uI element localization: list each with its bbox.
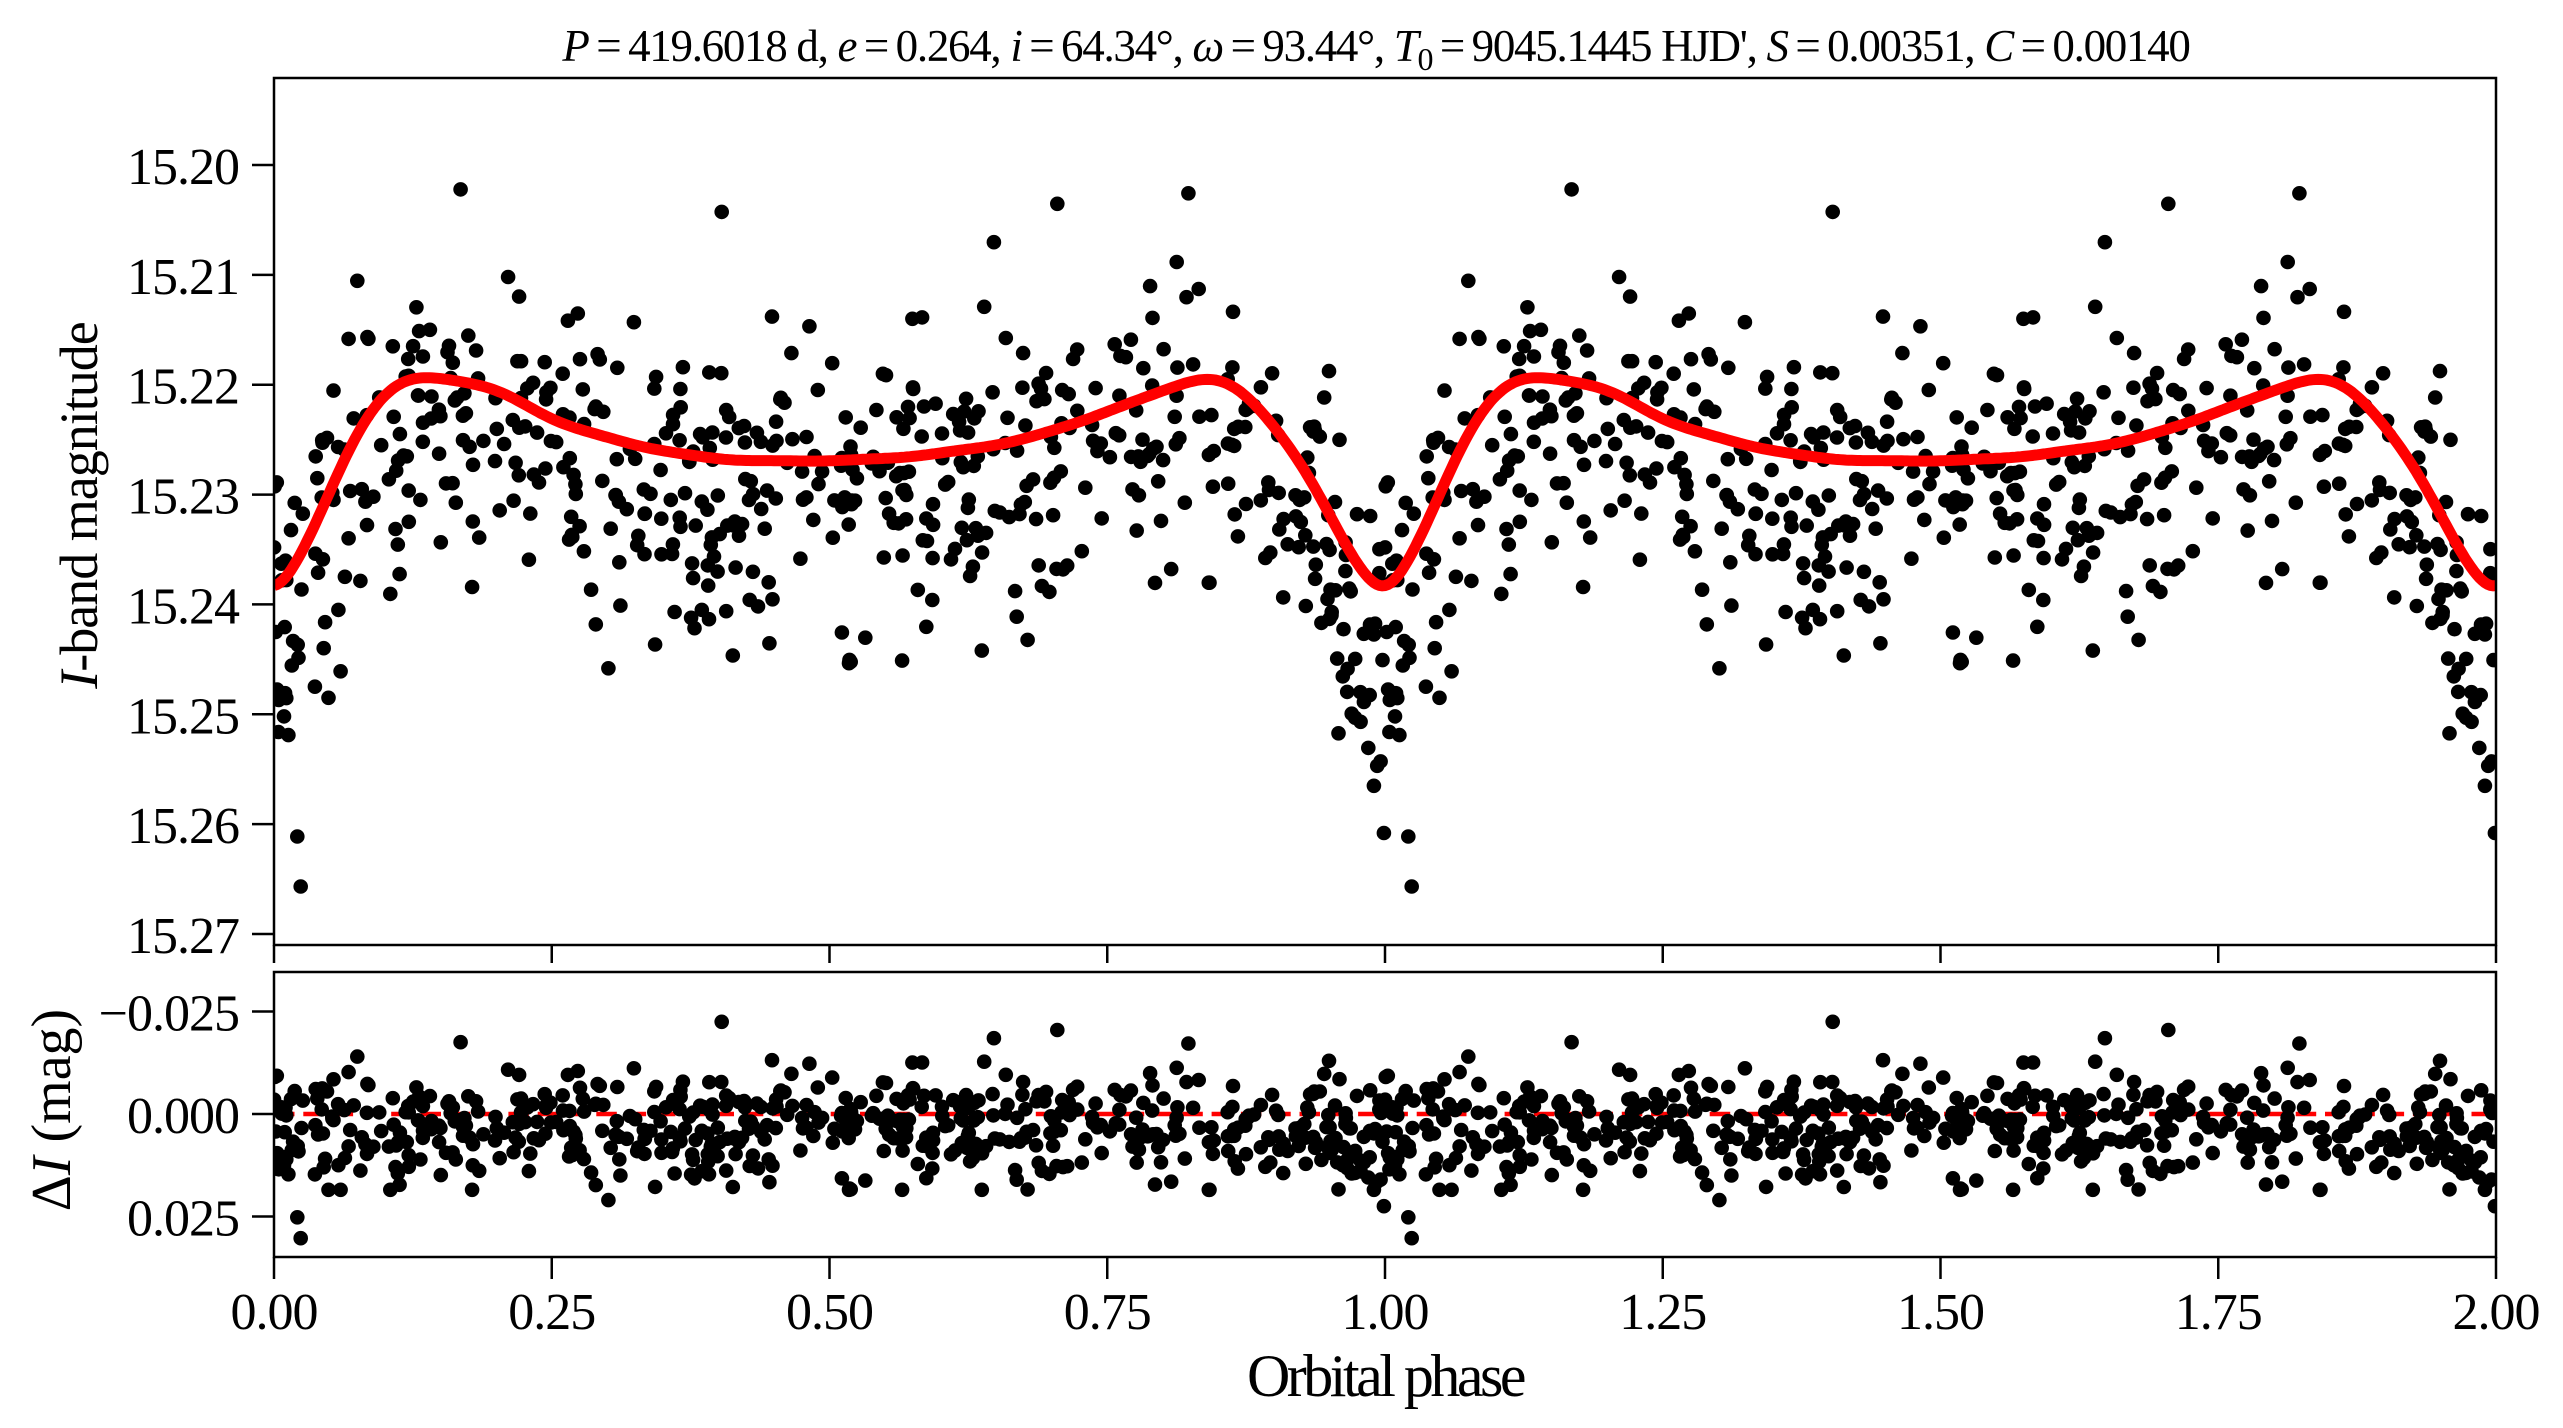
svg-text:15.23: 15.23	[127, 469, 239, 526]
svg-text:0.000: 0.000	[127, 1088, 239, 1145]
svg-text:1.50: 1.50	[1897, 1284, 1984, 1341]
svg-text:1.00: 1.00	[1342, 1284, 1429, 1341]
svg-text:15.26: 15.26	[127, 798, 239, 855]
svg-text:0.025: 0.025	[127, 1191, 239, 1248]
svg-text:15.20: 15.20	[127, 139, 239, 196]
svg-text:P = 419.6018 d, e = 0.264, i =: P = 419.6018 d, e = 0.264, i = 64.34°, ω…	[561, 21, 2189, 77]
svg-text:2.00: 2.00	[2453, 1284, 2540, 1341]
svg-text:I-band magnitude: I-band magnitude	[49, 322, 109, 689]
svg-text:15.27: 15.27	[127, 908, 239, 965]
svg-text:15.22: 15.22	[127, 359, 239, 416]
svg-text:1.75: 1.75	[2175, 1284, 2262, 1341]
svg-text:0.50: 0.50	[786, 1284, 873, 1341]
svg-text:15.21: 15.21	[127, 249, 239, 306]
svg-text:Orbital phase: Orbital phase	[1247, 1343, 1525, 1409]
svg-text:1.25: 1.25	[1619, 1284, 1706, 1341]
svg-text:ΔI (mag): ΔI (mag)	[21, 1009, 83, 1211]
svg-text:−0.025: −0.025	[99, 986, 239, 1043]
svg-text:0.25: 0.25	[508, 1284, 595, 1341]
svg-text:0.00: 0.00	[231, 1284, 318, 1341]
svg-text:15.24: 15.24	[127, 578, 240, 635]
svg-text:0.75: 0.75	[1064, 1284, 1151, 1341]
svg-text:15.25: 15.25	[127, 688, 239, 745]
